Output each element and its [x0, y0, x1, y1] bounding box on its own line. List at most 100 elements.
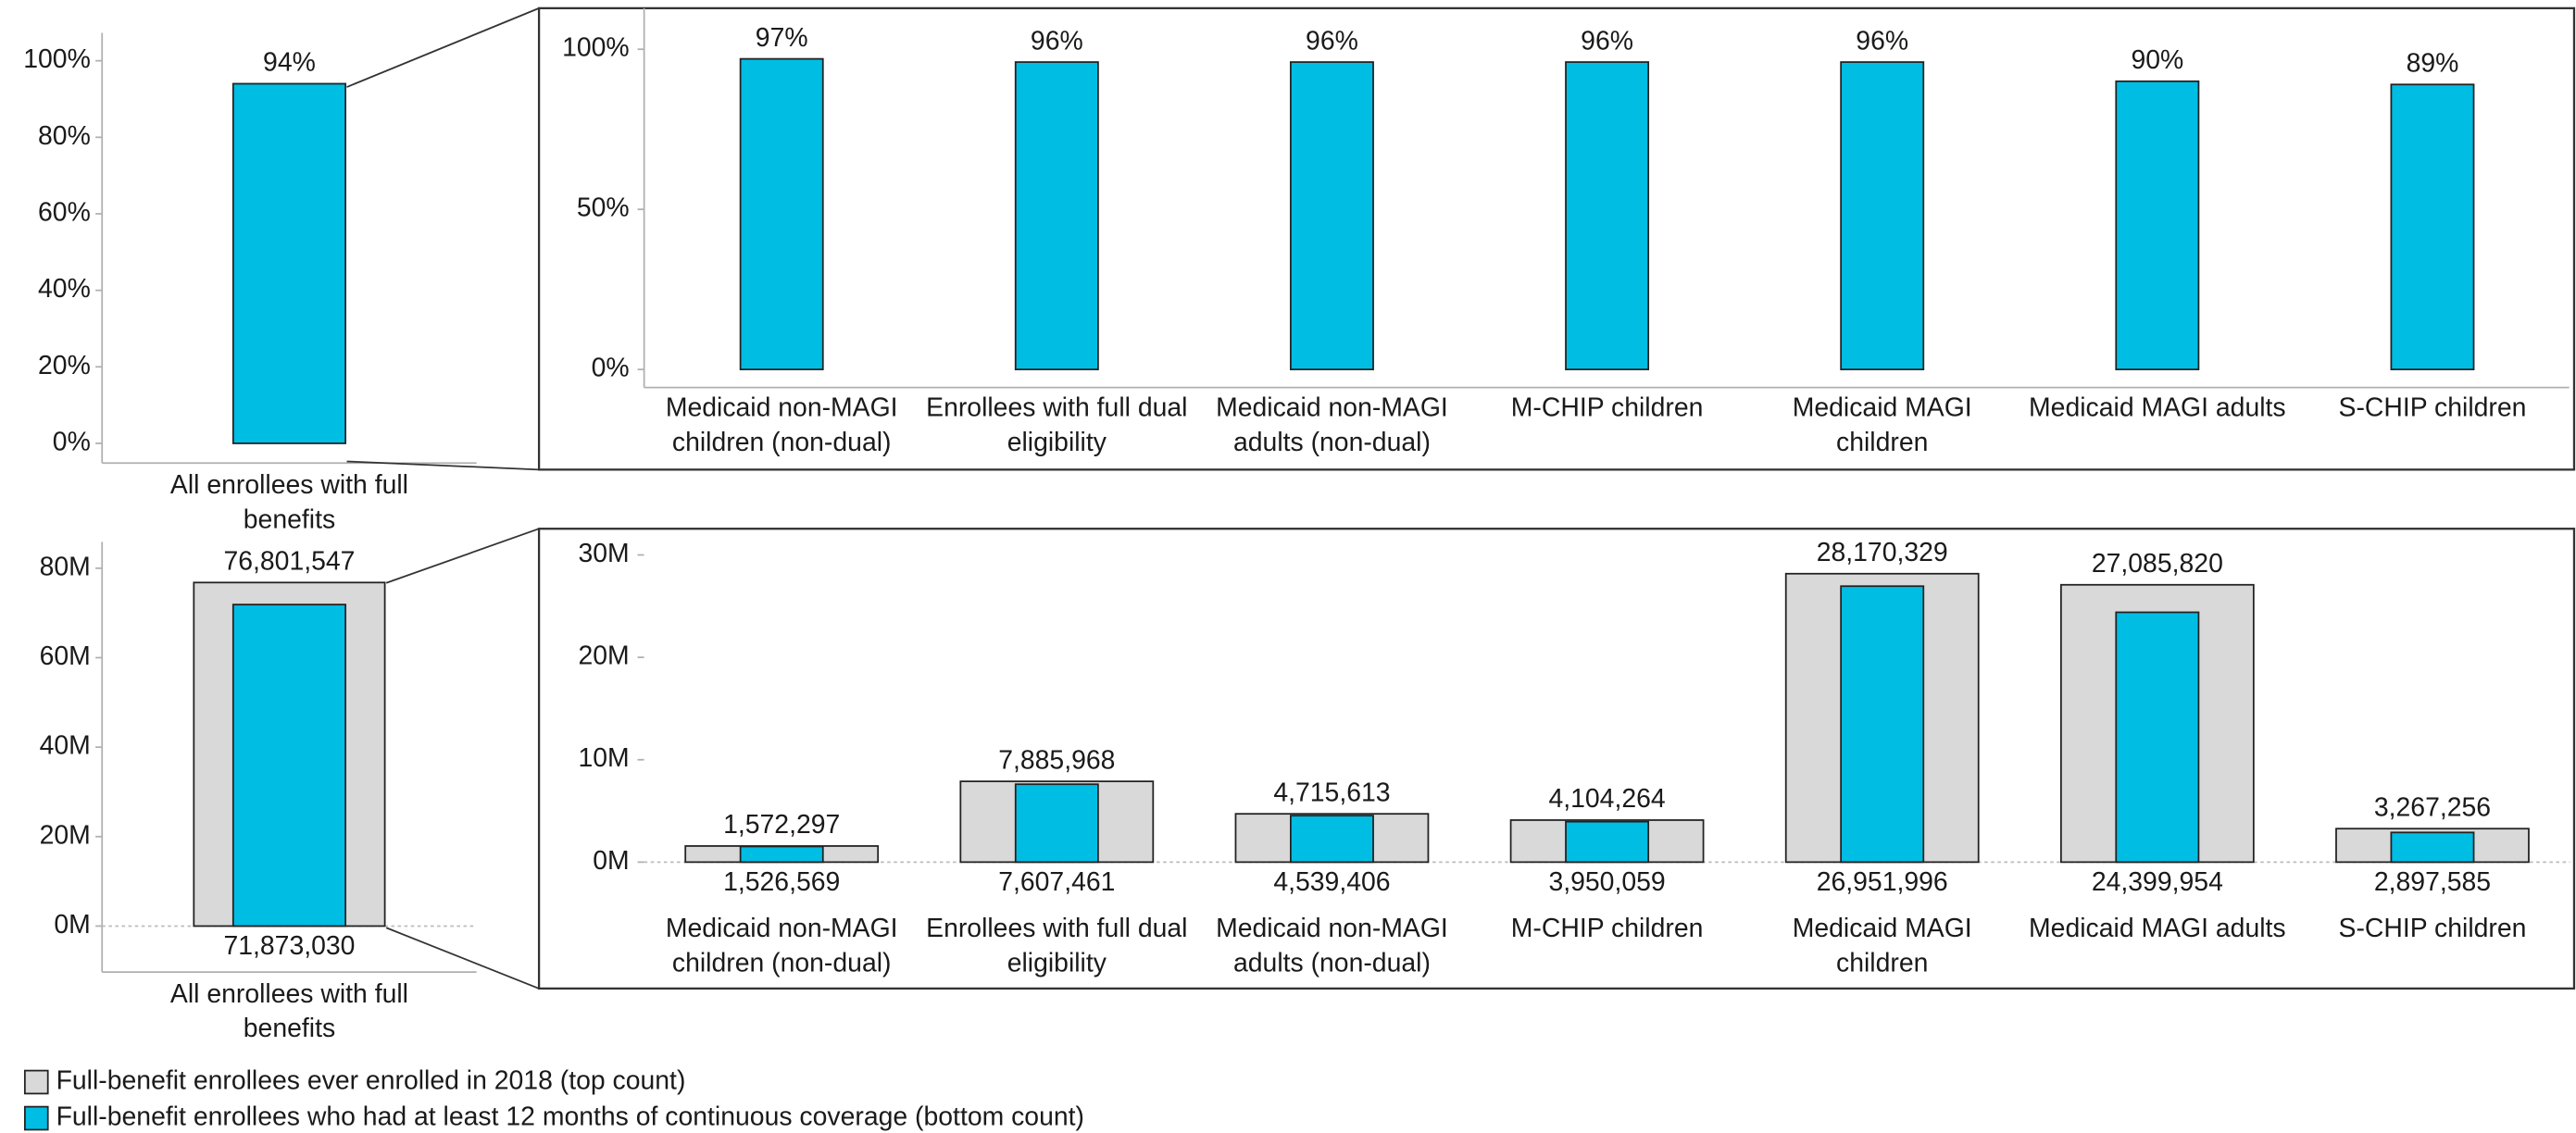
- value-label: 26,951,996: [1817, 867, 1948, 897]
- label-line: children: [1836, 427, 1928, 456]
- label-line: M-CHIP children: [1511, 914, 1704, 943]
- x-tick-label: Medicaid MAGI adults: [2029, 914, 2286, 943]
- value-label: 89%: [2407, 48, 2459, 78]
- bar: [2115, 611, 2200, 864]
- y-tick-label: 0M: [593, 846, 629, 876]
- x-tick-label: Medicaid MAGI children: [1793, 914, 1972, 977]
- value-label: 7,607,461: [998, 867, 1115, 897]
- y-tick-label: 60%: [38, 197, 91, 227]
- bar: [2390, 83, 2475, 371]
- value-label: 4,715,613: [1273, 778, 1390, 807]
- zoom-connector: [346, 7, 540, 88]
- value-label: 27,085,820: [2092, 549, 2223, 579]
- label-line: Medicaid MAGI: [1793, 914, 1972, 943]
- value-label: 71,873,030: [223, 931, 355, 961]
- bar: [231, 82, 347, 444]
- y-tick-label: 0%: [592, 354, 630, 383]
- y-tick-label: 100%: [23, 44, 91, 74]
- bar: [2390, 831, 2475, 864]
- label-line: All enrollees with full: [170, 978, 408, 1008]
- bar: [2115, 80, 2200, 371]
- x-tick-label: S-CHIP children: [2339, 914, 2527, 943]
- y-tick-label: 80%: [38, 121, 91, 151]
- label-line: adults (non-dual): [1233, 948, 1431, 977]
- x-tick-label: Medicaid non-MAGI children (non-dual): [666, 914, 898, 977]
- x-tick-label: M-CHIP children: [1511, 914, 1704, 943]
- y-tick-label: 0%: [53, 427, 91, 456]
- label-line: children (non-dual): [672, 427, 892, 456]
- value-label: 94%: [263, 48, 316, 78]
- label-line: Medicaid MAGI adults: [2029, 914, 2286, 943]
- bar: [1840, 585, 1925, 864]
- y-tick-label: 60M: [40, 641, 91, 671]
- value-label: 96%: [1856, 26, 1908, 56]
- x-tick-label: All enrollees with full benefits: [170, 978, 408, 1042]
- zoom-connector: [346, 460, 540, 471]
- x-tick-label: Medicaid non-MAGI adults (non-dual): [1216, 392, 1448, 456]
- y-tick-label: 20M: [40, 820, 91, 850]
- y-tick-label: 50%: [577, 193, 630, 223]
- value-label: 96%: [1031, 26, 1083, 56]
- value-label: 96%: [1581, 26, 1633, 56]
- label-line: children: [1836, 948, 1928, 977]
- x-tick-label: Medicaid MAGI children: [1793, 392, 1972, 456]
- label-line: All enrollees with full: [170, 470, 408, 500]
- value-label: 1,572,297: [723, 810, 840, 840]
- y-tick-label: 40%: [38, 274, 91, 304]
- label-line: eligibility: [1007, 427, 1107, 456]
- label-line: S-CHIP children: [2339, 392, 2527, 422]
- label-line: benefits: [244, 1014, 335, 1043]
- value-label: 4,539,406: [1273, 867, 1390, 897]
- bar: [1289, 61, 1374, 371]
- bar: [739, 57, 824, 371]
- value-label: 3,950,059: [1548, 867, 1665, 897]
- y-tick-label: 10M: [578, 743, 629, 773]
- label-line: Medicaid MAGI adults: [2029, 392, 2286, 422]
- bar: [1565, 61, 1650, 371]
- value-label: 1,526,569: [723, 867, 840, 897]
- value-label: 76,801,547: [223, 547, 355, 577]
- y-tick-label: 80M: [40, 552, 91, 581]
- legend-label: Full-benefit enrollees who had at least …: [56, 1102, 1084, 1132]
- value-label: 97%: [756, 23, 808, 53]
- label-line: eligibility: [1007, 948, 1107, 977]
- bar: [1289, 815, 1374, 864]
- y-tick-label: 0M: [54, 910, 90, 940]
- x-tick-label: Medicaid non-MAGI adults (non-dual): [1216, 914, 1448, 977]
- bar: [1014, 61, 1099, 371]
- label-line: Medicaid non-MAGI: [666, 914, 898, 943]
- label-line: Medicaid non-MAGI: [666, 392, 898, 422]
- x-tick-label: M-CHIP children: [1511, 392, 1704, 422]
- x-tick-label: All enrollees with full benefits: [170, 470, 408, 534]
- y-tick-label: 30M: [578, 539, 629, 568]
- value-label: 96%: [1306, 26, 1358, 56]
- label-line: M-CHIP children: [1511, 392, 1704, 422]
- label-line: children (non-dual): [672, 948, 892, 977]
- label-line: Medicaid non-MAGI: [1216, 392, 1448, 422]
- y-tick-label: 100%: [562, 33, 630, 63]
- zoom-connector: [385, 927, 540, 990]
- bar: [231, 604, 347, 928]
- value-label: 24,399,954: [2092, 867, 2223, 897]
- zoom-connector: [385, 528, 540, 584]
- y-tick-label: 40M: [40, 731, 91, 761]
- legend-swatch: [23, 1105, 49, 1131]
- value-label: 3,267,256: [2374, 792, 2491, 822]
- value-label: 2,897,585: [2374, 867, 2491, 897]
- zoom-frame: [537, 6, 2576, 471]
- bar: [739, 845, 824, 864]
- legend-label: Full-benefit enrollees ever enrolled in …: [56, 1066, 686, 1096]
- legend-swatch: [23, 1069, 49, 1095]
- zoom-frame: [537, 528, 2576, 990]
- label-line: adults (non-dual): [1233, 427, 1431, 456]
- x-tick-label: Medicaid MAGI adults: [2029, 392, 2286, 422]
- label-line: Enrollees with full dual: [926, 914, 1187, 943]
- y-tick-label: 20%: [38, 351, 91, 380]
- label-line: Medicaid non-MAGI: [1216, 914, 1448, 943]
- label-line: benefits: [244, 504, 335, 534]
- value-label: 4,104,264: [1548, 784, 1665, 814]
- x-tick-label: Enrollees with full dual eligibility: [926, 914, 1187, 977]
- bar: [1565, 820, 1650, 864]
